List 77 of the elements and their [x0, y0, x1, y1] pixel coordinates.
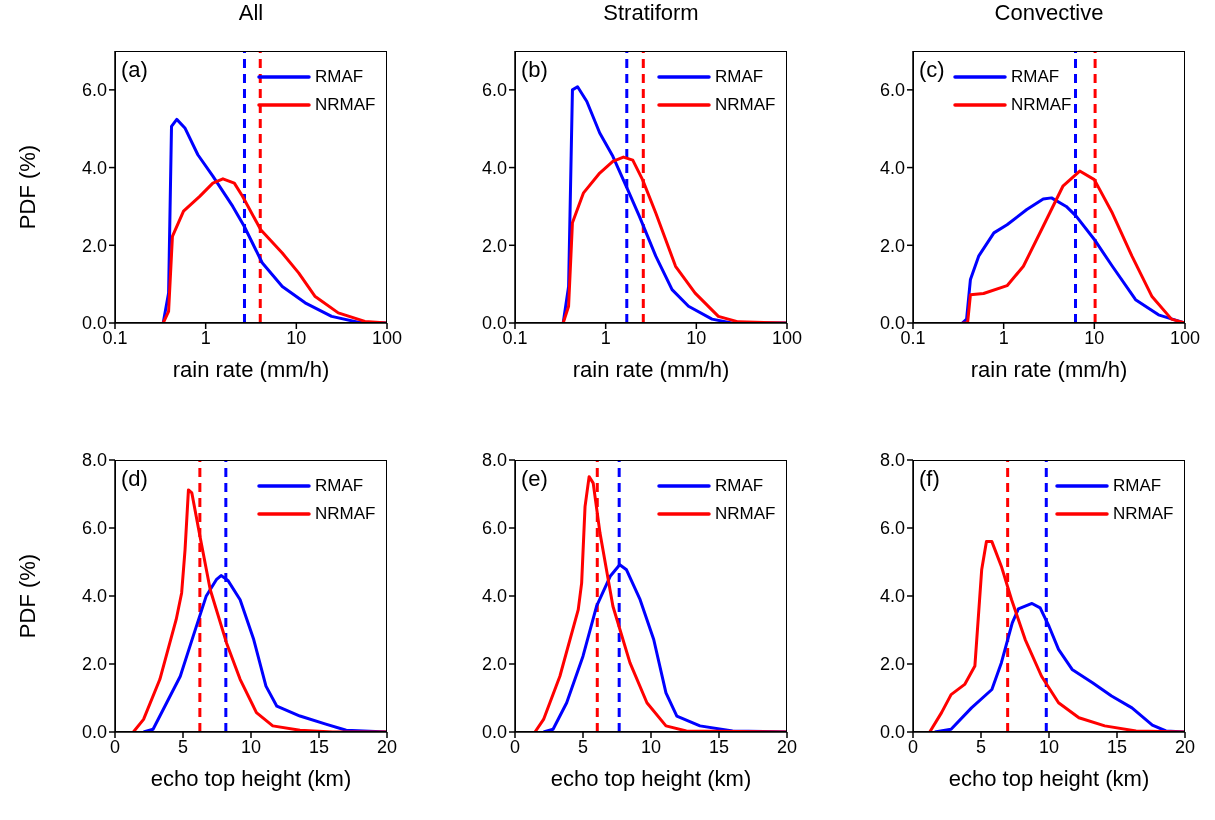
y-tick-label: 2.0 [481, 235, 507, 256]
x-tick-label: 1 [200, 327, 211, 348]
y-tick-label: 4.0 [481, 157, 507, 178]
annotation: (f) [919, 466, 940, 492]
x-tick-label: 20 [776, 736, 798, 757]
legend-label: RMAF [715, 475, 764, 497]
legend-label: RMAF [1113, 475, 1162, 497]
legend-label: RMAF [315, 66, 364, 88]
y-tick-label: 6.0 [481, 518, 507, 539]
y-tick-label: 0.0 [879, 722, 905, 743]
y-tick-label: 6.0 [879, 518, 905, 539]
x-tick-label: 10 [686, 327, 707, 348]
y-tick-label: 2.0 [481, 654, 507, 675]
x-tick-label: 20 [1174, 736, 1196, 757]
legend-label: NRMAF [715, 94, 776, 116]
y-axis-title: PDF (%) [15, 553, 41, 639]
x-axis-title: rain rate (mm/h) [969, 357, 1129, 383]
y-tick-label: 6.0 [481, 80, 507, 101]
x-tick-label: 1 [600, 327, 611, 348]
legend-label: NRMAF [315, 94, 376, 116]
y-axis-title: PDF (%) [15, 144, 41, 230]
legend-label: NRMAF [1011, 94, 1072, 116]
annotation: (a) [121, 57, 148, 83]
x-tick-label: 100 [771, 327, 803, 348]
y-tick-label: 8.0 [481, 450, 507, 471]
x-tick-label: 10 [240, 736, 262, 757]
legend-label: NRMAF [315, 503, 376, 525]
y-tick-label: 6.0 [81, 518, 107, 539]
x-axis-title: echo top height (km) [947, 766, 1151, 792]
x-tick-label: 10 [286, 327, 307, 348]
y-tick-label: 6.0 [81, 80, 107, 101]
y-tick-label: 4.0 [879, 157, 905, 178]
x-axis-title: rain rate (mm/h) [571, 357, 731, 383]
legend-label: RMAF [1011, 66, 1060, 88]
x-tick-label: 15 [708, 736, 730, 757]
annotation: (e) [521, 466, 548, 492]
y-tick-label: 2.0 [81, 654, 107, 675]
x-tick-label: 100 [1169, 327, 1201, 348]
y-tick-label: 8.0 [879, 450, 905, 471]
legend-label: RMAF [715, 66, 764, 88]
annotation: (d) [121, 466, 148, 492]
y-tick-label: 4.0 [81, 586, 107, 607]
x-tick-label: 15 [1106, 736, 1128, 757]
legend-label: RMAF [315, 475, 364, 497]
y-tick-label: 0.0 [481, 722, 507, 743]
y-tick-label: 2.0 [879, 654, 905, 675]
x-tick-label: 0 [509, 736, 521, 757]
x-tick-label: 15 [308, 736, 330, 757]
x-axis-title: rain rate (mm/h) [171, 357, 331, 383]
chart-title: All [237, 0, 265, 26]
legend-label: NRMAF [1113, 503, 1174, 525]
x-axis-title: echo top height (km) [149, 766, 353, 792]
x-tick-label: 5 [577, 736, 589, 757]
x-tick-label: 10 [1084, 327, 1105, 348]
y-tick-label: 4.0 [81, 157, 107, 178]
x-tick-label: 10 [640, 736, 662, 757]
y-tick-label: 6.0 [879, 80, 905, 101]
annotation: (c) [919, 57, 945, 83]
x-tick-label: 0 [109, 736, 121, 757]
x-tick-label: 1 [998, 327, 1009, 348]
y-tick-label: 8.0 [81, 450, 107, 471]
x-axis-title: echo top height (km) [549, 766, 753, 792]
x-tick-label: 20 [376, 736, 398, 757]
y-tick-label: 2.0 [81, 235, 107, 256]
y-tick-label: 0.0 [81, 722, 107, 743]
legend-label: NRMAF [715, 503, 776, 525]
x-tick-label: 5 [975, 736, 987, 757]
annotation: (b) [521, 57, 548, 83]
chart-title: Stratiform [602, 0, 700, 26]
x-tick-label: 100 [371, 327, 403, 348]
chart-title: Convective [993, 0, 1105, 26]
x-tick-label: 0 [907, 736, 919, 757]
y-tick-label: 2.0 [879, 235, 905, 256]
x-tick-label: 10 [1038, 736, 1060, 757]
y-tick-label: 4.0 [879, 586, 905, 607]
y-tick-label: 4.0 [481, 586, 507, 607]
x-tick-label: 5 [177, 736, 189, 757]
